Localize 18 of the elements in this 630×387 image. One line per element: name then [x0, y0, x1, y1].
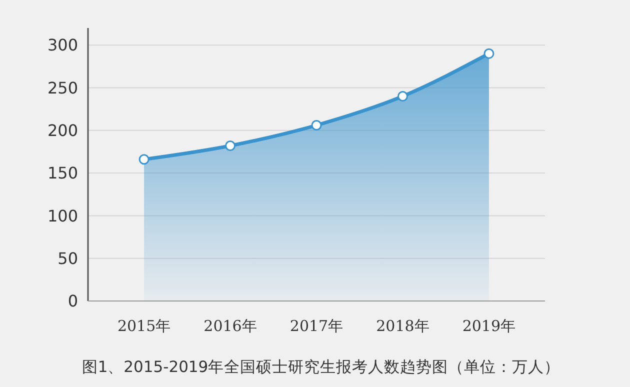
- y-tick-label: 150: [47, 164, 78, 183]
- x-tick-label: 2019年: [462, 317, 516, 335]
- y-tick-label: 0: [68, 292, 78, 311]
- point: [225, 140, 236, 151]
- point: [484, 48, 494, 59]
- point: [397, 91, 408, 102]
- point: [311, 120, 322, 131]
- y-tick-label: 200: [47, 120, 78, 140]
- x-tick-label: 2017年: [290, 317, 344, 335]
- x-tick-label: 2015年: [117, 317, 171, 335]
- point: [138, 154, 150, 165]
- x-tick-label: 2016年: [204, 317, 257, 335]
- y-tick-label: 250: [47, 78, 78, 98]
- y-tick-label: 300: [47, 36, 78, 55]
- text: 图1、2015-2019年全国硕士研究生报考人数趋势图（单位：万人）: [82, 358, 560, 376]
- y-tick-label: 50: [58, 248, 78, 268]
- y-tick-label: 100: [47, 206, 78, 226]
- x-tick-label: 2018年: [376, 317, 430, 335]
